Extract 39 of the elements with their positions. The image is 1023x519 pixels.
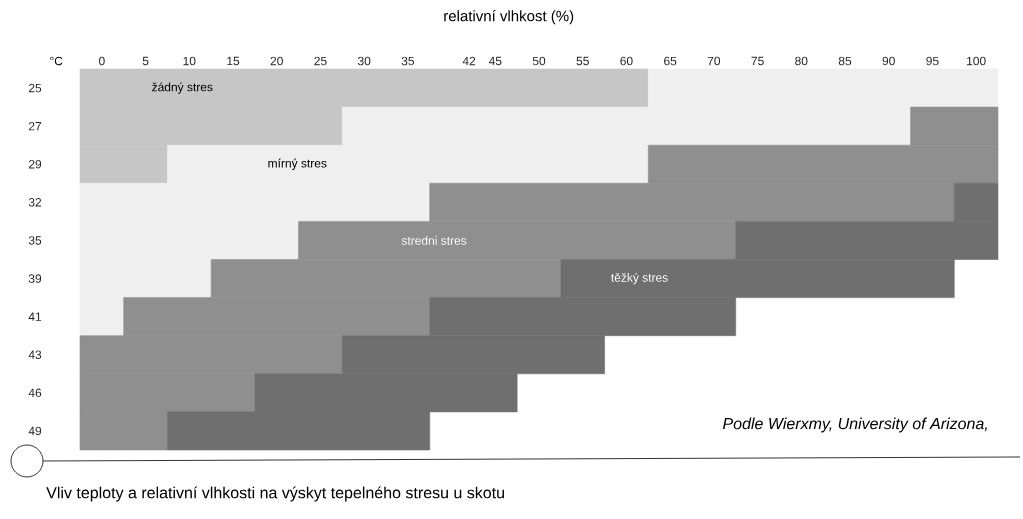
annotation: Podle Wierxmy, University of Arizona,: [722, 417, 987, 433]
y-tick-label: 39: [28, 274, 42, 283]
y-tick-label: 25: [28, 83, 42, 93]
x-tick-label: 25: [314, 56, 327, 66]
y-tick-label: 29: [28, 160, 42, 169]
x-tick-label: 10: [183, 56, 196, 66]
x-tick-label: 45: [488, 56, 502, 66]
x-tick-label: 15: [227, 56, 240, 66]
x-tick-label: 60: [620, 56, 633, 66]
x-tick-label: 35: [401, 56, 415, 66]
series-label: žádný stres: [152, 82, 213, 94]
x-tick-label: 50: [532, 56, 546, 66]
x-tick-label: 0: [99, 56, 105, 66]
x-axis-title: relativní vlhkost (%): [444, 10, 574, 25]
x-tick-label: 90: [882, 56, 895, 66]
y-tick-label: 41: [28, 312, 42, 321]
x-tick-label: 85: [838, 56, 852, 66]
y-tick-label: 43: [28, 350, 42, 359]
y-tick-label: 32: [28, 198, 42, 207]
y-tick-label: 27: [28, 121, 42, 131]
y-tick-label: 35: [28, 236, 42, 245]
x-tick-label: 70: [707, 56, 721, 66]
y-tick-label: 49: [28, 426, 42, 436]
series-label: stredni stres: [401, 236, 467, 245]
series-label: mírný stres: [268, 158, 327, 170]
y-tick-label: 46: [28, 388, 42, 398]
x-tick-label: 20: [270, 56, 283, 66]
x-tick-label: 30: [357, 56, 371, 66]
x-tick-label: 80: [795, 56, 808, 66]
series-label: těžký stres: [611, 272, 668, 285]
x-tick-label: 5: [142, 56, 149, 66]
x-tick-label: 75: [751, 56, 764, 66]
text: Vliv teploty a relativní vlhkosti na výskyt tepelného stresu u skotu: [46, 486, 504, 502]
x-tick-label: 55: [576, 56, 589, 66]
x-tick-label: 100: [967, 56, 986, 66]
x-tick-label: 42: [462, 56, 476, 66]
x-tick-label: 65: [664, 56, 677, 66]
y-axis-title: °C: [50, 56, 63, 66]
x-tick-label: 95: [926, 56, 939, 66]
